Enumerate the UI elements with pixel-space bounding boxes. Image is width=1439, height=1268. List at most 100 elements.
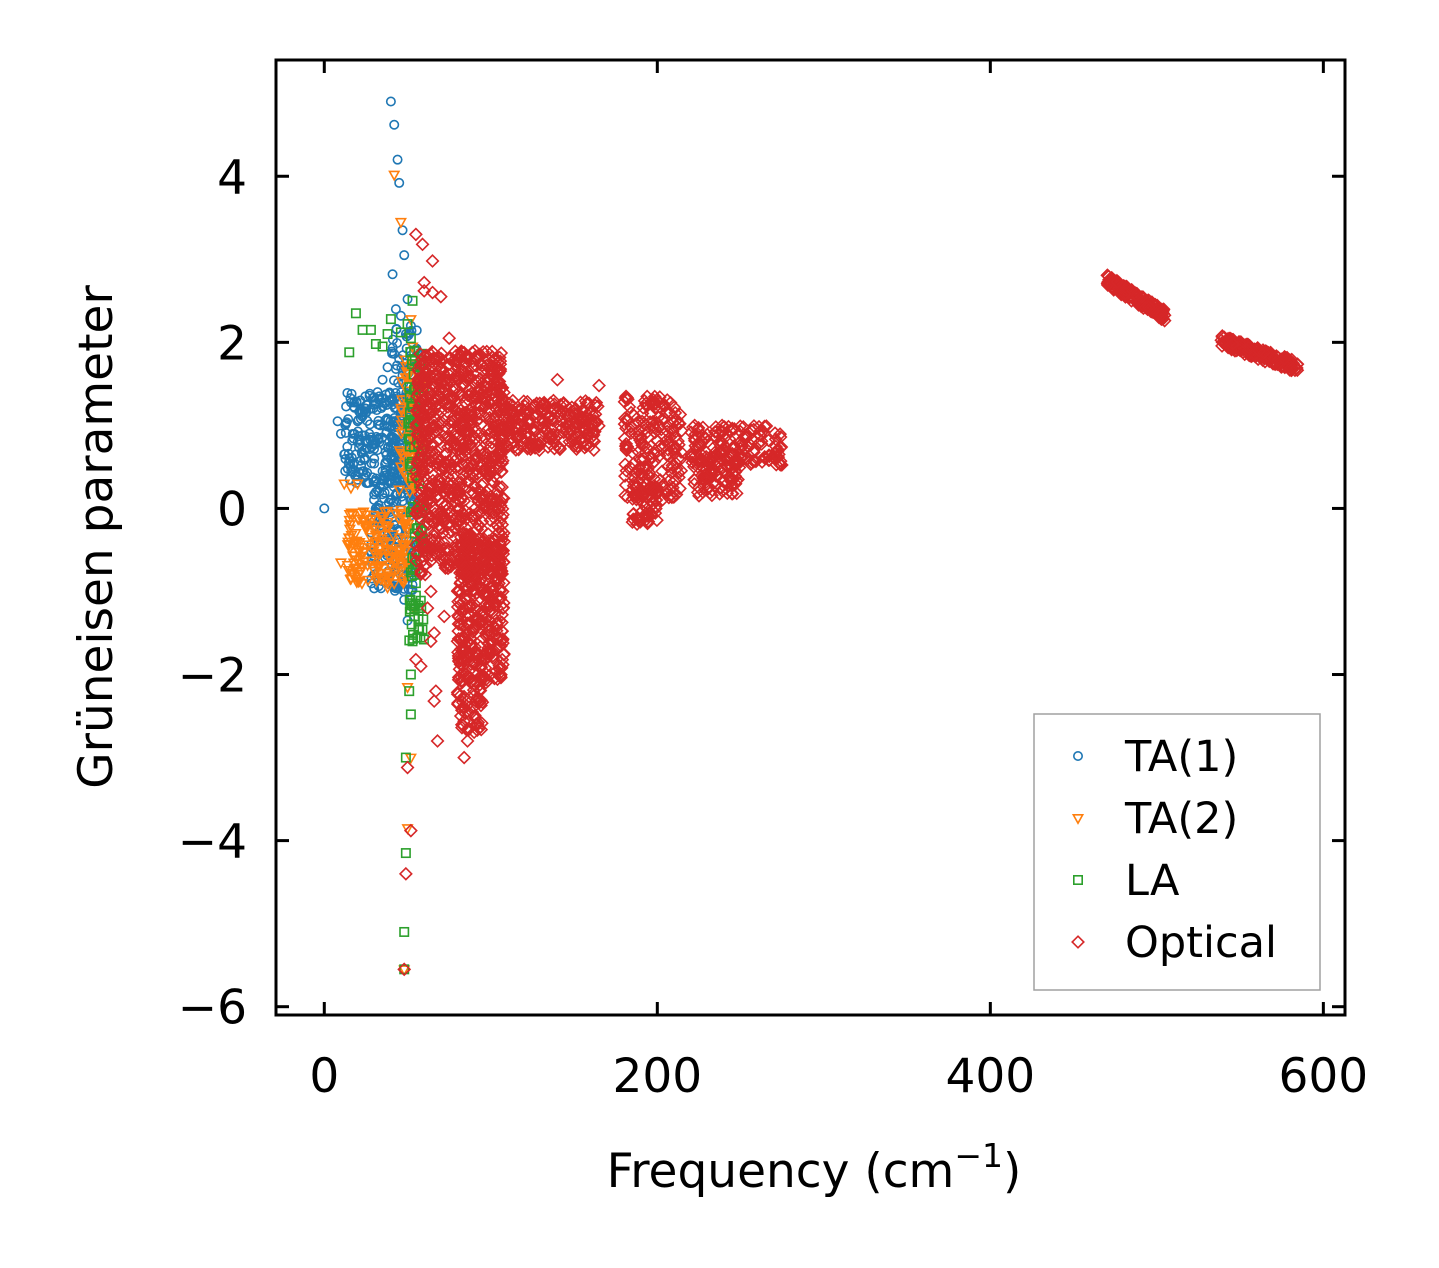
data-point-ta-2	[380, 522, 394, 534]
data-point-ta-2	[361, 575, 375, 587]
data-point-optical	[690, 485, 705, 500]
data-point-optical	[727, 440, 742, 455]
data-point-optical	[1252, 343, 1266, 358]
data-point-optical	[711, 435, 726, 450]
data-point-optical	[459, 350, 473, 365]
data-point-optical	[1106, 273, 1121, 287]
data-point-optical	[771, 450, 786, 465]
data-point-ta-1	[379, 398, 390, 409]
data-point-optical	[523, 442, 538, 457]
x-axis-label: Frequency (cm−1)	[607, 1136, 1022, 1199]
data-point-optical	[481, 421, 496, 436]
data-point-optical	[687, 433, 702, 448]
data-point-ta-2	[393, 533, 406, 545]
data-point-optical	[553, 419, 568, 434]
data-point-ta-1	[385, 495, 396, 506]
data-point-optical	[1218, 334, 1232, 349]
data-point-ta-2	[374, 575, 387, 586]
data-point-optical	[467, 420, 481, 435]
data-point-optical	[569, 442, 584, 456]
data-point-la	[405, 333, 416, 344]
data-point-optical	[587, 417, 602, 432]
data-point-optical	[489, 642, 504, 657]
data-point-optical	[440, 440, 455, 455]
data-point-optical	[425, 370, 440, 384]
data-point-optical	[582, 405, 597, 420]
data-point-optical	[669, 487, 684, 502]
data-point-optical	[537, 395, 552, 410]
data-point-optical	[437, 609, 452, 624]
data-point-optical	[462, 617, 477, 632]
data-point-optical	[484, 534, 499, 549]
data-point-optical	[433, 552, 448, 567]
data-point-optical	[467, 711, 482, 726]
data-point-optical	[492, 669, 507, 684]
data-point-ta-1	[368, 476, 379, 487]
data-point-optical	[1270, 353, 1285, 368]
data-point-optical	[418, 567, 433, 582]
data-point-optical	[573, 395, 588, 410]
data-point-ta-2	[388, 579, 401, 591]
data-point-la	[400, 848, 411, 859]
data-point-optical	[1124, 282, 1139, 297]
data-point-optical	[490, 541, 505, 556]
data-point-optical	[528, 441, 543, 455]
data-point-ta-1	[319, 503, 330, 514]
data-point-optical	[415, 435, 430, 450]
data-point-optical	[431, 535, 446, 550]
data-point-optical	[416, 462, 431, 477]
data-point-optical	[436, 535, 451, 550]
data-point-optical	[441, 561, 455, 576]
data-point-ta-2	[403, 478, 416, 490]
data-point-optical	[454, 490, 469, 505]
data-point-optical	[482, 500, 496, 515]
data-point-optical	[654, 422, 669, 437]
data-point-ta-1	[343, 414, 354, 425]
data-point-optical	[478, 536, 493, 551]
data-point-optical	[579, 411, 594, 425]
data-point-ta-2	[381, 506, 394, 518]
data-point-la	[407, 295, 418, 306]
data-point-optical	[515, 408, 530, 423]
data-point-optical	[417, 275, 432, 290]
data-point-optical	[423, 445, 438, 460]
data-point-optical	[457, 714, 471, 729]
data-point-optical	[488, 461, 503, 476]
data-point-optical	[433, 289, 448, 304]
data-point-optical	[475, 514, 490, 529]
data-point-optical	[768, 426, 782, 441]
data-point-optical	[558, 398, 573, 413]
data-point-ta-2	[345, 508, 358, 520]
legend-label-la: LA	[1125, 856, 1180, 906]
data-point-optical	[638, 477, 653, 491]
data-point-la	[416, 602, 427, 613]
data-point-optical	[495, 607, 509, 622]
data-point-ta-1	[387, 269, 398, 280]
data-point-optical	[673, 481, 687, 496]
data-point-optical	[747, 419, 761, 433]
data-point-optical	[472, 407, 486, 421]
data-point-ta-1	[377, 374, 388, 385]
data-point-optical	[489, 351, 503, 366]
data-point-optical	[628, 426, 642, 441]
data-point-optical	[443, 399, 458, 414]
data-point-optical	[425, 254, 440, 268]
data-point-optical	[579, 428, 594, 443]
data-point-ta-1	[359, 454, 370, 465]
data-point-optical	[516, 423, 531, 438]
data-point-optical	[537, 414, 552, 428]
data-point-optical	[397, 962, 412, 977]
data-point-ta-2	[395, 376, 408, 388]
data-point-ta-2	[397, 541, 410, 552]
data-point-ta-1	[373, 419, 384, 430]
data-point-optical	[643, 421, 658, 436]
data-point-optical	[549, 437, 564, 452]
data-point-optical	[649, 513, 664, 528]
data-point-optical	[412, 505, 427, 520]
data-point-optical	[575, 410, 589, 424]
data-point-optical	[436, 549, 451, 564]
data-point-optical	[532, 443, 547, 458]
data-point-ta-1	[372, 387, 383, 398]
data-point-optical	[1256, 346, 1271, 360]
data-point-ta-1	[359, 445, 370, 456]
